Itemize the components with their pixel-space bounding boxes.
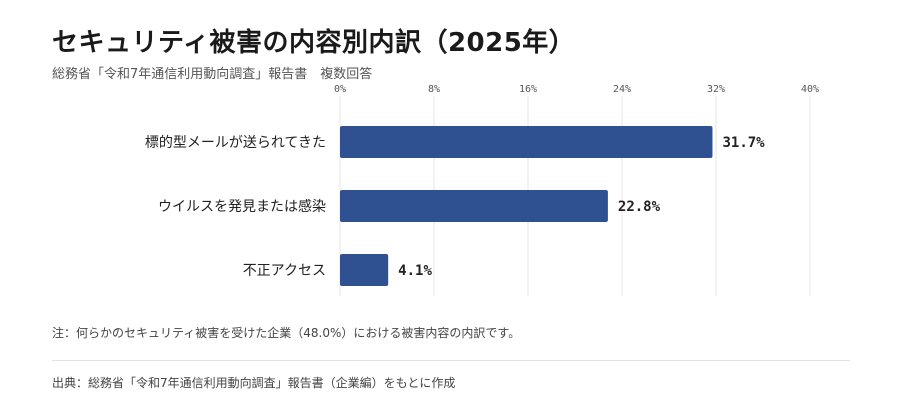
x-tick-label: 24% xyxy=(613,84,631,95)
x-tick-label: 16% xyxy=(519,84,537,95)
value-label: 4.1% xyxy=(398,263,432,279)
chart-source: 出典：総務省「令和7年通信利用動向調査」報告書（企業編）をもとに作成 xyxy=(52,376,456,390)
category-label: ウイルスを発見または感染 xyxy=(158,198,326,215)
category-label: 不正アクセス xyxy=(243,263,326,279)
x-tick-label: 32% xyxy=(707,84,725,95)
x-tick-label: 0% xyxy=(334,84,346,95)
chart-title: セキュリティ被害の内容別内訳（2025年） xyxy=(52,28,576,58)
bar xyxy=(340,254,389,286)
bar xyxy=(340,126,713,158)
chart-footnote: 注：何らかのセキュリティ被害を受けた企業（48.0%）における被害内容の内訳です… xyxy=(52,326,521,340)
bar xyxy=(340,190,608,222)
chart-subtitle: 総務省「令和7年通信利用動向調査」報告書 複数回答 xyxy=(52,67,373,82)
x-tick-label: 8% xyxy=(428,84,440,95)
bar-chart: 0% 8% 16% 24% 32% 40% 標的型メールが送られてきた 31.7% ウイルスを発… xyxy=(145,84,819,296)
divider xyxy=(52,360,850,361)
x-tick-label: 40% xyxy=(801,84,819,95)
category-label: 標的型メールが送られてきた xyxy=(145,135,326,151)
value-label: 31.7% xyxy=(722,135,765,151)
value-label: 22.8% xyxy=(618,199,661,215)
